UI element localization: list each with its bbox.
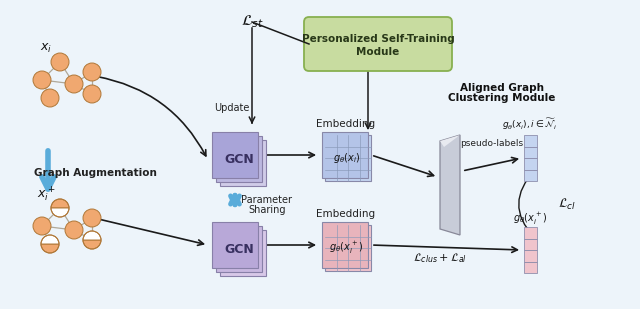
- Wedge shape: [51, 199, 69, 208]
- Text: Personalized Self-Training: Personalized Self-Training: [301, 34, 454, 44]
- Text: Embedding: Embedding: [316, 209, 376, 219]
- Circle shape: [65, 75, 83, 93]
- FancyBboxPatch shape: [220, 140, 266, 186]
- Text: Update: Update: [214, 103, 250, 113]
- FancyBboxPatch shape: [524, 239, 536, 250]
- Text: $\mathit{x}_i^+$: $\mathit{x}_i^+$: [37, 184, 55, 204]
- FancyBboxPatch shape: [216, 226, 262, 272]
- Text: Graph Augmentation: Graph Augmentation: [33, 168, 156, 178]
- Wedge shape: [83, 231, 101, 240]
- Text: $g_{\theta}(\mathit{x}_i^+)$: $g_{\theta}(\mathit{x}_i^+)$: [513, 211, 547, 227]
- Wedge shape: [41, 244, 59, 253]
- FancyBboxPatch shape: [216, 136, 262, 182]
- Text: $\mathit{x}_i$: $\mathit{x}_i$: [40, 41, 52, 55]
- FancyBboxPatch shape: [212, 222, 258, 268]
- Circle shape: [83, 85, 101, 103]
- FancyBboxPatch shape: [322, 222, 368, 268]
- FancyBboxPatch shape: [524, 146, 536, 158]
- Circle shape: [41, 89, 59, 107]
- Wedge shape: [51, 208, 69, 217]
- Text: $\mathcal{L}_{st}$: $\mathcal{L}_{st}$: [241, 14, 264, 30]
- FancyBboxPatch shape: [304, 17, 452, 71]
- FancyBboxPatch shape: [325, 225, 371, 271]
- Wedge shape: [83, 240, 101, 249]
- Text: Sharing: Sharing: [248, 205, 285, 215]
- Text: Aligned Graph: Aligned Graph: [460, 83, 544, 93]
- Text: $g_{\theta}(x_i), i \in \widetilde{\mathcal{N}}_i$: $g_{\theta}(x_i), i \in \widetilde{\math…: [502, 116, 557, 132]
- Text: $g_{\theta}(\mathit{x}_i)$: $g_{\theta}(\mathit{x}_i)$: [333, 151, 360, 165]
- Text: pseudo-labels: pseudo-labels: [460, 138, 524, 147]
- Wedge shape: [41, 235, 59, 244]
- FancyBboxPatch shape: [524, 158, 536, 170]
- Text: $g_{\theta}(\mathit{x}_i^+)$: $g_{\theta}(\mathit{x}_i^+)$: [330, 240, 364, 256]
- Polygon shape: [440, 135, 460, 235]
- FancyBboxPatch shape: [524, 170, 536, 181]
- Polygon shape: [440, 135, 460, 147]
- Circle shape: [33, 217, 51, 235]
- FancyBboxPatch shape: [524, 227, 536, 239]
- Circle shape: [51, 53, 69, 71]
- Circle shape: [83, 209, 101, 227]
- Text: Parameter: Parameter: [241, 195, 292, 205]
- FancyBboxPatch shape: [325, 135, 371, 181]
- Text: Clustering Module: Clustering Module: [448, 93, 556, 103]
- Circle shape: [83, 63, 101, 81]
- Text: Module: Module: [356, 47, 399, 57]
- FancyBboxPatch shape: [524, 261, 536, 273]
- FancyBboxPatch shape: [220, 230, 266, 276]
- FancyBboxPatch shape: [212, 132, 258, 178]
- Circle shape: [33, 71, 51, 89]
- Text: GCN: GCN: [224, 153, 254, 166]
- Circle shape: [65, 221, 83, 239]
- Text: Embedding: Embedding: [316, 119, 376, 129]
- Text: $\mathcal{L}_{clus} + \mathcal{L}_{al}$: $\mathcal{L}_{clus} + \mathcal{L}_{al}$: [413, 251, 467, 265]
- Text: GCN: GCN: [224, 243, 254, 256]
- FancyBboxPatch shape: [322, 132, 368, 178]
- FancyBboxPatch shape: [524, 250, 536, 261]
- Text: $\mathcal{L}_{cl}$: $\mathcal{L}_{cl}$: [558, 197, 576, 212]
- FancyBboxPatch shape: [524, 135, 536, 146]
